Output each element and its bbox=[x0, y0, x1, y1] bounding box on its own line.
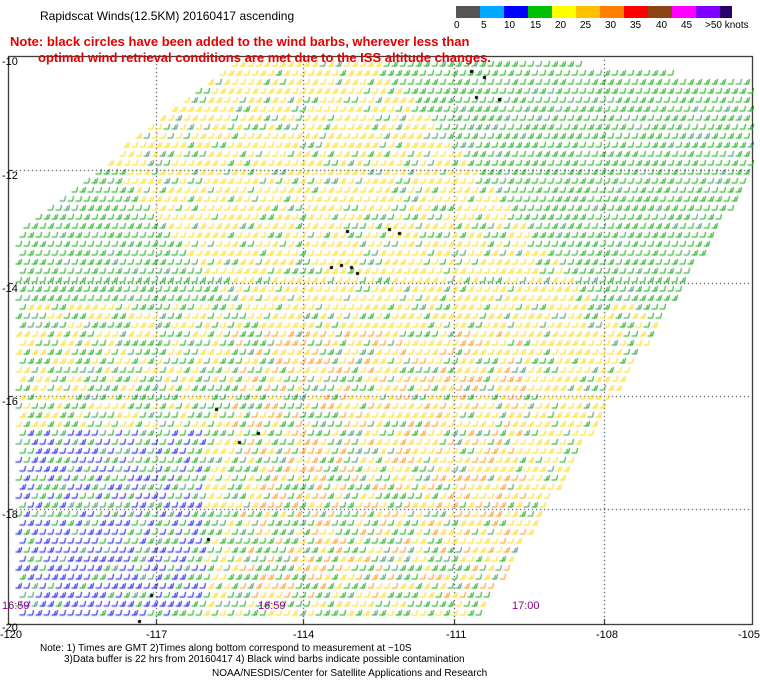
lon-label: -117 bbox=[146, 629, 168, 641]
red-note-line1: Note: black circles have been added to t… bbox=[10, 34, 470, 49]
legend-swatch bbox=[624, 6, 648, 18]
legend-swatch bbox=[720, 6, 732, 18]
time-label-middle: 16:59 bbox=[258, 600, 286, 612]
lat-label: -10 bbox=[2, 56, 18, 68]
legend-swatch bbox=[672, 6, 696, 18]
legend-label: 15 bbox=[530, 20, 542, 31]
legend-label: 25 bbox=[580, 20, 592, 31]
lat-label: -18 bbox=[2, 509, 18, 521]
lon-label: -114 bbox=[293, 629, 315, 641]
lon-label: -111 bbox=[446, 629, 467, 641]
legend-swatch bbox=[480, 6, 504, 18]
legend-swatch bbox=[576, 6, 600, 18]
red-note-line2: optimal wind retrieval conditions are me… bbox=[38, 50, 491, 65]
legend-swatch bbox=[528, 6, 552, 18]
legend-swatch bbox=[696, 6, 720, 18]
lat-label: -16 bbox=[2, 396, 18, 408]
legend-label: 0 bbox=[454, 20, 460, 31]
legend-label: 45 bbox=[681, 20, 693, 31]
map-title: Rapidscat Winds(12.5KM) 20160417 ascendi… bbox=[40, 9, 295, 23]
legend-label: 30 bbox=[605, 20, 617, 31]
lat-label: -14 bbox=[2, 283, 18, 295]
footer-credit: NOAA/NESDIS/Center for Satellite Applica… bbox=[212, 668, 488, 679]
legend-swatch bbox=[552, 6, 576, 18]
lon-label: -108 bbox=[596, 629, 619, 641]
legend-swatch bbox=[456, 6, 480, 18]
legend-label: 20 bbox=[555, 20, 567, 31]
legend-label: 5 bbox=[481, 20, 487, 31]
legend-swatch bbox=[648, 6, 672, 18]
lat-label: -12 bbox=[2, 170, 18, 182]
footer-note-line1: Note: 1) Times are GMT 2)Times along bot… bbox=[40, 643, 412, 654]
legend-label: 35 bbox=[630, 20, 642, 31]
legend-swatch bbox=[600, 6, 624, 18]
lat-label: -20 bbox=[2, 622, 18, 634]
lon-label: -120 bbox=[0, 629, 23, 641]
footer-note-line2: 3)Data buffer is 22 hrs from 20160417 4)… bbox=[64, 654, 465, 665]
time-label-right: 17:00 bbox=[512, 600, 540, 612]
legend-label: 40 bbox=[656, 20, 668, 31]
lon-label: -105 bbox=[738, 629, 760, 641]
legend-label: >50 knots bbox=[705, 20, 749, 31]
legend-swatch bbox=[504, 6, 528, 18]
wind-speed-legend bbox=[456, 6, 732, 18]
time-label-left: 16:59 bbox=[2, 600, 30, 612]
legend-label: 10 bbox=[504, 20, 516, 31]
